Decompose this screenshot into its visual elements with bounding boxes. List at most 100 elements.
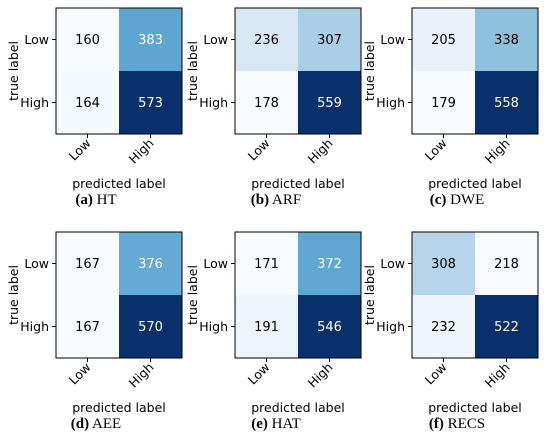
heatmap-cell bbox=[235, 295, 298, 358]
caption-name: AEE bbox=[92, 416, 121, 432]
x-tick-label: High bbox=[482, 136, 513, 167]
y-tick-label: Low bbox=[24, 32, 49, 47]
x-tick-label: High bbox=[126, 136, 157, 167]
x-tick-label: High bbox=[126, 360, 157, 391]
cell-value-label: 522 bbox=[494, 320, 519, 335]
matrix-frame bbox=[234, 7, 362, 135]
cell-value-label: 218 bbox=[494, 257, 519, 272]
y-tick-label: High bbox=[199, 319, 228, 334]
heatmap-cell bbox=[475, 71, 538, 134]
cell-value-label: 178 bbox=[254, 96, 279, 111]
cell-value-label: 573 bbox=[138, 96, 163, 111]
x-tick-label: Low bbox=[422, 360, 450, 388]
heatmap-cell bbox=[56, 71, 119, 134]
x-axis-label: predicted label bbox=[428, 400, 522, 415]
y-axis-label: true label bbox=[185, 41, 200, 101]
heatmap-cell bbox=[412, 71, 475, 134]
panel-caption: (d) AEE bbox=[71, 416, 121, 432]
x-tick-label: Low bbox=[245, 136, 273, 164]
cell-value-label: 308 bbox=[431, 257, 456, 272]
y-tick-label: Low bbox=[203, 256, 228, 271]
confusion-matrix-panel: 171 372 191 546 Low High Low High predicted labe… bbox=[185, 231, 362, 432]
y-tick-label: High bbox=[376, 95, 405, 110]
x-axis-label: predicted label bbox=[72, 176, 166, 191]
confusion-matrix-panel: 205 338 179 558 Low High Low High predicted labe… bbox=[362, 7, 539, 208]
heatmap-cell bbox=[298, 232, 361, 295]
caption-name: HT bbox=[97, 192, 117, 208]
panel-caption: (e) HAT bbox=[251, 416, 301, 432]
heatmap-cell bbox=[235, 232, 298, 295]
caption-letter: (a) bbox=[75, 192, 93, 208]
caption-name: ARF bbox=[272, 192, 301, 208]
confusion-matrix-panel: 160 383 164 573 Low High Low High predicted labe… bbox=[6, 7, 183, 208]
y-axis-label: true label bbox=[362, 41, 377, 101]
y-tick-label: Low bbox=[380, 256, 405, 271]
matrix-frame bbox=[234, 231, 362, 359]
x-tick-label: Low bbox=[245, 360, 273, 388]
heatmap-cell bbox=[475, 8, 538, 71]
y-axis-label: true label bbox=[6, 265, 21, 325]
cell-value-label: 570 bbox=[138, 320, 163, 335]
heatmap-cell bbox=[56, 8, 119, 71]
x-tick-label: High bbox=[305, 360, 336, 391]
x-tick-label: Low bbox=[422, 136, 450, 164]
y-tick-label: High bbox=[20, 95, 49, 110]
heatmap-cell bbox=[298, 71, 361, 134]
caption-letter: (e) bbox=[251, 416, 268, 432]
x-tick-label: High bbox=[482, 360, 513, 391]
caption-name: HAT bbox=[272, 416, 301, 432]
caption-name: RECS bbox=[448, 416, 486, 432]
cell-value-label: 376 bbox=[138, 257, 163, 272]
x-axis-label: predicted label bbox=[428, 176, 522, 191]
heatmap-cell bbox=[119, 295, 182, 358]
y-tick-label: Low bbox=[203, 32, 228, 47]
heatmap-cell bbox=[119, 232, 182, 295]
x-axis-label: predicted label bbox=[72, 400, 166, 415]
matrix-frame bbox=[411, 231, 539, 359]
cell-value-label: 236 bbox=[254, 33, 279, 48]
cell-value-label: 167 bbox=[75, 257, 100, 272]
y-tick-label: Low bbox=[380, 32, 405, 47]
x-tick-label: Low bbox=[66, 136, 94, 164]
x-axis-label: predicted label bbox=[251, 400, 345, 415]
cell-value-label: 191 bbox=[254, 320, 279, 335]
confusion-matrix-panel: 167 376 167 570 Low High Low High predicted labe… bbox=[6, 231, 183, 432]
cell-value-label: 546 bbox=[317, 320, 342, 335]
caption-letter: (d) bbox=[71, 416, 89, 432]
heatmap-cell bbox=[475, 232, 538, 295]
y-axis-label: true label bbox=[362, 265, 377, 325]
panel-caption: (c) DWE bbox=[430, 192, 485, 208]
matrix-frame bbox=[411, 7, 539, 135]
confusion-matrix-panel: 308 218 232 522 Low High Low High predicted labe… bbox=[362, 231, 539, 432]
heatmap-cell bbox=[412, 232, 475, 295]
confusion-matrix-panel: 236 307 178 559 Low High Low High predicted labe… bbox=[185, 7, 362, 208]
x-tick-label: High bbox=[305, 136, 336, 167]
cell-value-label: 559 bbox=[317, 96, 342, 111]
cell-value-label: 205 bbox=[431, 33, 456, 48]
cell-value-label: 171 bbox=[254, 257, 279, 272]
heatmap-cell bbox=[475, 295, 538, 358]
heatmap-cell bbox=[119, 8, 182, 71]
heatmap-cell bbox=[412, 8, 475, 71]
panel-caption: (f) RECS bbox=[429, 416, 485, 432]
cell-value-label: 338 bbox=[494, 33, 519, 48]
heatmap-cell bbox=[119, 71, 182, 134]
cell-value-label: 164 bbox=[75, 96, 100, 111]
x-tick-label: Low bbox=[66, 360, 94, 388]
cell-value-label: 179 bbox=[431, 96, 456, 111]
heatmap-cell bbox=[298, 295, 361, 358]
matrix-frame bbox=[55, 231, 183, 359]
heatmap-cell bbox=[298, 8, 361, 71]
panel-caption: (a) HT bbox=[75, 192, 116, 208]
heatmap-cell bbox=[56, 232, 119, 295]
cell-value-label: 307 bbox=[317, 33, 342, 48]
x-axis-label: predicted label bbox=[251, 176, 345, 191]
cell-value-label: 167 bbox=[75, 320, 100, 335]
caption-name: DWE bbox=[450, 192, 484, 208]
y-axis-label: true label bbox=[6, 41, 21, 101]
y-tick-label: Low bbox=[24, 256, 49, 271]
cell-value-label: 160 bbox=[75, 33, 100, 48]
caption-letter: (f) bbox=[429, 416, 444, 432]
heatmap-cell bbox=[235, 71, 298, 134]
